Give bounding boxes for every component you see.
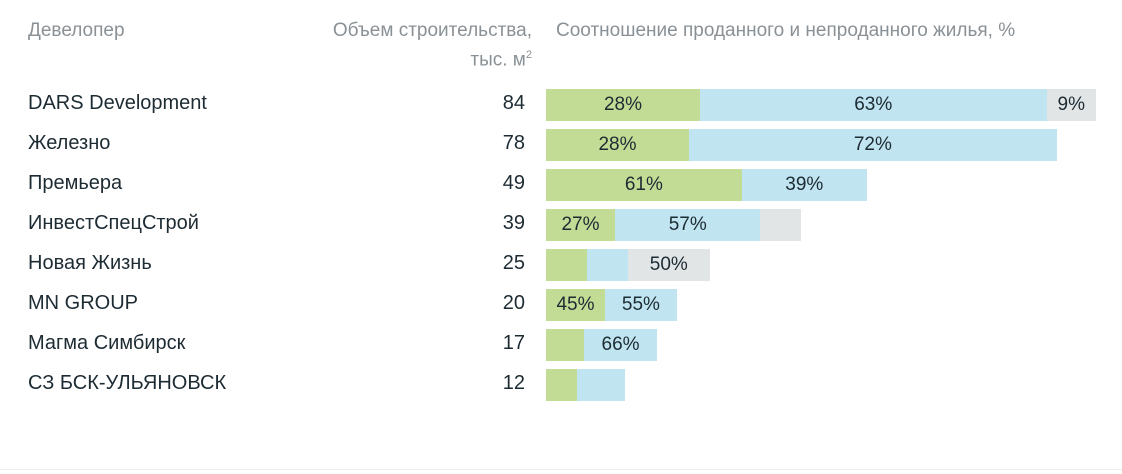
bar-segment-unsold xyxy=(586,249,628,281)
developer-name: Новая Жизнь xyxy=(28,252,152,274)
developer-name: Магма Симбирск xyxy=(28,332,186,354)
stacked-bar: 66% xyxy=(546,329,658,361)
volume-value: 25 xyxy=(502,252,525,274)
developer-name: ИнвестСпецСтрой xyxy=(28,212,199,234)
header-volume-line1: Объем строительства, xyxy=(332,20,532,41)
stacked-bar: 61% 39% xyxy=(546,169,867,201)
bar-segment-sold: 28% xyxy=(546,89,700,121)
bar-segment-unsold: 39% xyxy=(741,169,867,201)
table-row: MN GROUP 20 45% 55% xyxy=(0,289,1122,321)
volume-value: 78 xyxy=(502,132,525,154)
developer-name: СЗ БСК-УЛЬЯНОВСК xyxy=(28,372,227,394)
table-row: Железно 78 28% 72% xyxy=(0,129,1122,161)
bar-segment-unsold: 66% xyxy=(583,329,658,361)
table-row: Магма Симбирск 17 66% xyxy=(0,329,1122,361)
bar-segment-sold xyxy=(546,249,587,281)
stacked-bar: 45% 55% xyxy=(546,289,677,321)
header-volume: Объем строительства, тыс. м2 xyxy=(272,19,532,72)
bar-segment-other: 50% xyxy=(627,249,710,281)
stacked-bar xyxy=(546,369,625,401)
developer-name: Железно xyxy=(28,132,111,154)
volume-value: 84 xyxy=(502,92,525,114)
table-row: ИнвестСпецСтрой 39 27% 57% xyxy=(0,209,1122,241)
stacked-bar: 28% 72% xyxy=(546,129,1057,161)
volume-value: 12 xyxy=(502,372,525,394)
header-developer: Девелопер xyxy=(28,20,125,41)
bar-segment-other xyxy=(760,209,802,241)
developer-name: Премьера xyxy=(28,172,123,194)
header-volume-unit: тыс. м xyxy=(470,49,526,71)
bar-segment-sold: 45% xyxy=(546,289,605,321)
table-row: DARS Development 84 28% 63% 9% xyxy=(0,89,1122,121)
volume-value: 39 xyxy=(502,212,525,234)
bar-segment-sold: 27% xyxy=(546,209,615,241)
bar-segment-unsold: 55% xyxy=(604,289,677,321)
header-volume-sup: 2 xyxy=(525,49,532,61)
stacked-bar: 50% xyxy=(546,249,710,281)
volume-value: 49 xyxy=(502,172,525,194)
table-row: СЗ БСК-УЛЬЯНОВСК 12 xyxy=(0,369,1122,401)
bar-segment-sold: 61% xyxy=(546,169,742,201)
stacked-bar: 28% 63% 9% xyxy=(546,89,1096,121)
bar-segment-other: 9% xyxy=(1046,89,1096,121)
bar-segment-sold xyxy=(546,329,584,361)
stacked-bar: 27% 57% xyxy=(546,209,802,241)
header-ratio: Соотношение проданного и непроданного жи… xyxy=(556,20,1016,41)
bar-segment-unsold xyxy=(577,369,625,401)
bar-segment-unsold: 72% xyxy=(689,129,1057,161)
developer-name: DARS Development xyxy=(28,92,207,114)
bar-segment-sold: 28% xyxy=(546,129,689,161)
bar-segment-unsold: 57% xyxy=(614,209,761,241)
bar-segment-unsold: 63% xyxy=(700,89,1047,121)
bottom-divider xyxy=(0,469,1122,470)
volume-value: 20 xyxy=(502,292,525,314)
volume-value: 17 xyxy=(502,332,525,354)
developer-name: MN GROUP xyxy=(28,292,138,314)
table-row: Новая Жизнь 25 50% xyxy=(0,249,1122,281)
table-row: Премьера 49 61% 39% xyxy=(0,169,1122,201)
bar-segment-sold xyxy=(546,369,578,401)
